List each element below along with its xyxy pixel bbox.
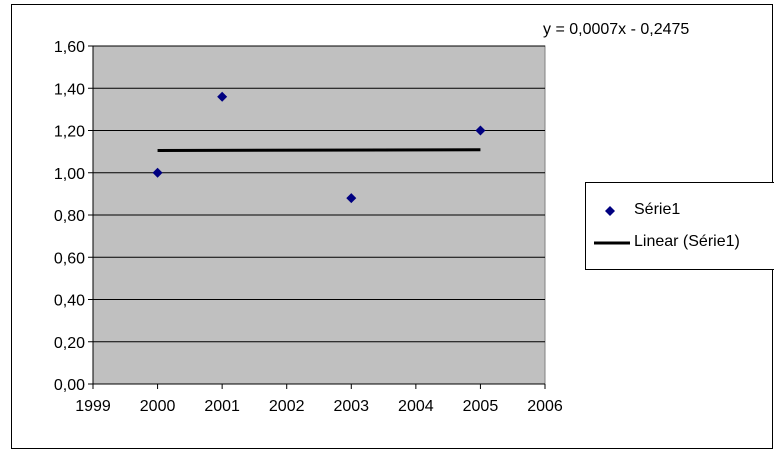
y-tick-label: 0,60 xyxy=(54,250,85,267)
x-tick-label: 2005 xyxy=(463,398,499,415)
legend-item-linear-trend: Linear (Série1) xyxy=(586,230,774,254)
x-tick-label: 2001 xyxy=(204,398,240,415)
x-tick-labels: 1999 2000 2001 2002 2003 2004 2005 2006 xyxy=(75,398,563,415)
trendline xyxy=(157,148,481,152)
x-tick-label: 1999 xyxy=(75,398,111,415)
data-point xyxy=(346,193,357,204)
legend-label-serie1: Série1 xyxy=(634,201,681,218)
trendline-line-icon xyxy=(594,241,630,245)
gridlines xyxy=(93,45,545,343)
data-point xyxy=(475,125,486,136)
y-tick-label: 0,80 xyxy=(54,208,85,225)
x-tick-label: 2006 xyxy=(527,398,563,415)
data-point xyxy=(217,91,228,102)
y-tick-label: 1,20 xyxy=(54,124,85,141)
legend-label-linear-trend: Linear (Série1) xyxy=(634,233,740,250)
y-tick-label: 1,00 xyxy=(54,166,85,183)
trendline-layer xyxy=(157,148,481,152)
x-tick-label: 2002 xyxy=(269,398,305,415)
legend: Série1 Linear (Série1) xyxy=(585,182,774,270)
trendline-equation: y = 0,0007x - 0,2475 xyxy=(543,21,690,38)
x-tick-label: 2000 xyxy=(140,398,176,415)
axes xyxy=(88,45,546,389)
data-points xyxy=(152,91,486,204)
x-tick-label: 2004 xyxy=(398,398,434,415)
y-tick-label: 1,40 xyxy=(54,81,85,98)
y-tick-labels: 0,00 0,20 0,40 0,60 0,80 1,00 1,20 1,40 1,60 xyxy=(54,39,85,394)
x-tick-label: 2003 xyxy=(333,398,369,415)
y-tick-label: 0,40 xyxy=(54,293,85,310)
y-tick-label: 0,00 xyxy=(54,377,85,394)
legend-item-serie1: Série1 xyxy=(586,198,774,222)
y-tick-label: 1,60 xyxy=(54,39,85,56)
y-tick-label: 0,20 xyxy=(54,335,85,352)
data-point xyxy=(152,167,163,178)
diamond-marker-icon xyxy=(605,206,615,216)
